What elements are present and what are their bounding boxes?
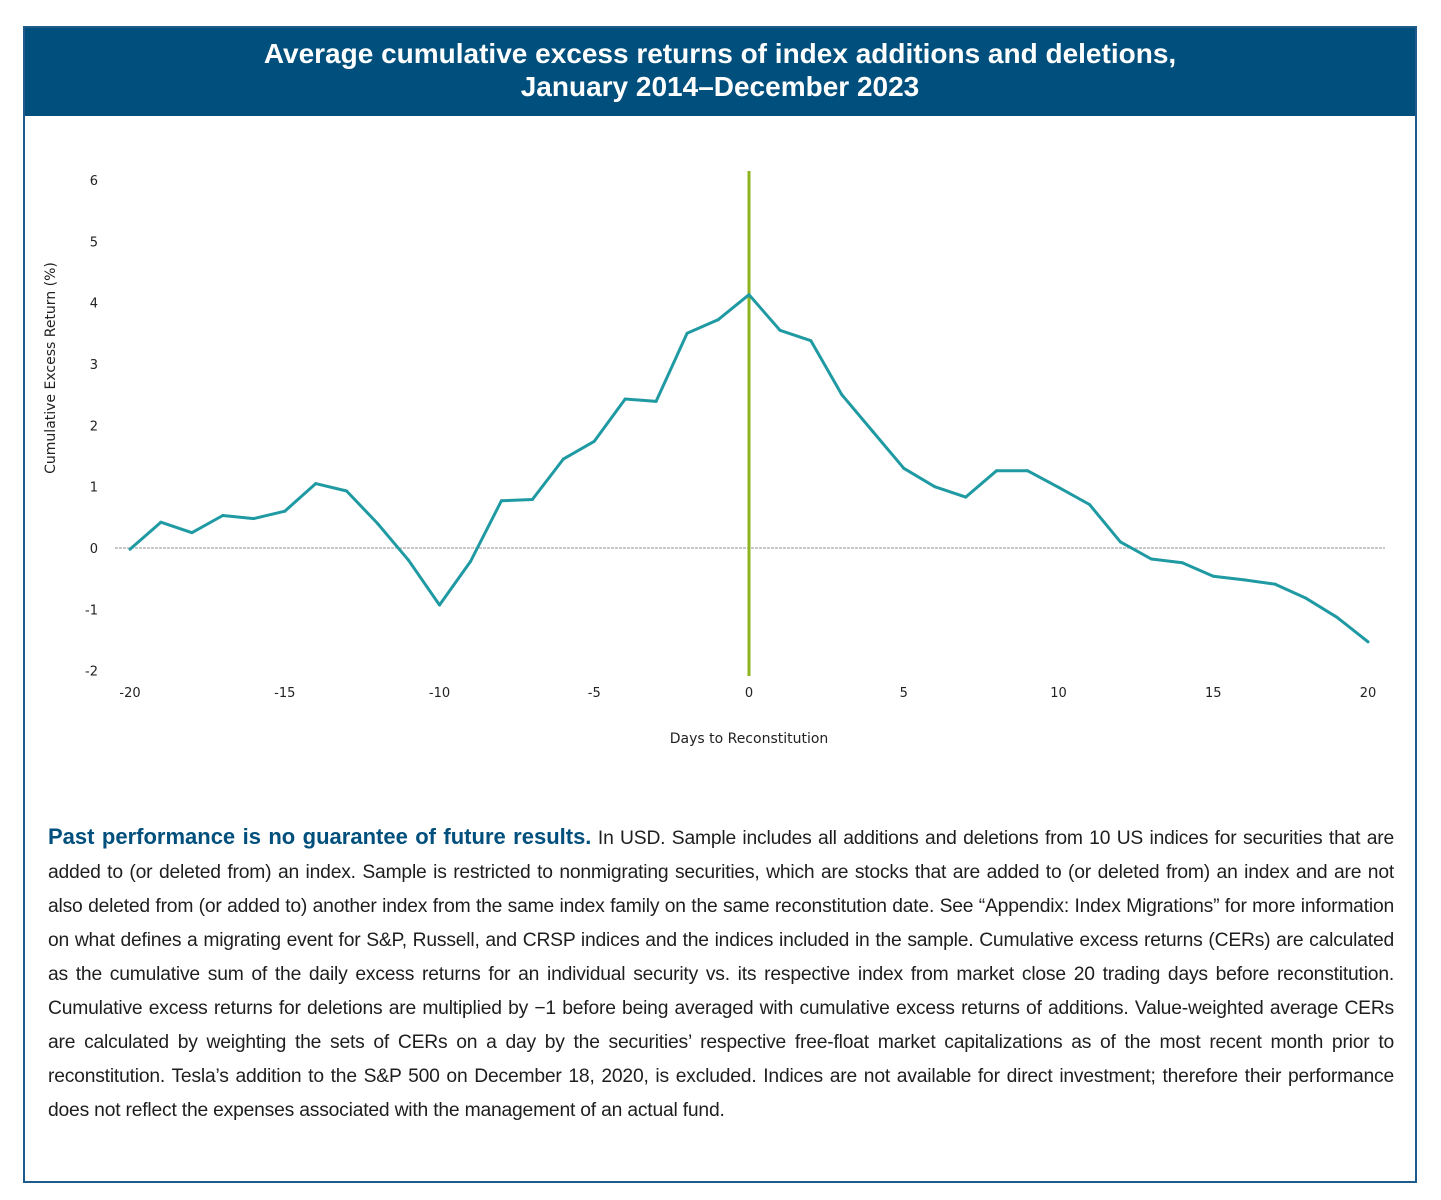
data-point bbox=[314, 482, 318, 486]
y-tick-label: 1 bbox=[90, 481, 98, 496]
data-point bbox=[716, 318, 720, 322]
x-tick-label: -10 bbox=[429, 686, 450, 701]
data-point bbox=[159, 520, 163, 524]
data-point bbox=[685, 331, 689, 335]
chart-title-line2: January 2014–December 2023 bbox=[520, 71, 920, 102]
data-point bbox=[592, 439, 596, 443]
footnote-disclaimer: Past performance is no guarantee of futu… bbox=[48, 824, 592, 849]
y-tick-label: 0 bbox=[90, 542, 98, 557]
y-tick-label: 2 bbox=[90, 419, 98, 434]
x-tick-label: 15 bbox=[1205, 686, 1222, 701]
x-tick-label: 20 bbox=[1360, 686, 1377, 701]
data-point bbox=[190, 531, 194, 535]
data-point bbox=[1242, 578, 1246, 582]
data-point bbox=[623, 397, 627, 401]
chart-frame: Average cumulative excess returns of ind… bbox=[23, 26, 1417, 1183]
data-point bbox=[1118, 540, 1122, 544]
x-tick-label: -20 bbox=[119, 686, 140, 701]
y-tick-label: 5 bbox=[90, 235, 98, 250]
x-tick-label: 0 bbox=[745, 686, 753, 701]
data-point bbox=[283, 509, 287, 513]
y-tick-label: 4 bbox=[90, 297, 98, 312]
data-point bbox=[1366, 640, 1370, 644]
data-point bbox=[809, 339, 813, 343]
data-point bbox=[964, 495, 968, 499]
y-tick-label: -1 bbox=[85, 603, 98, 618]
data-point bbox=[778, 328, 782, 332]
chart-header: Average cumulative excess returns of ind… bbox=[25, 28, 1415, 116]
x-tick-label: 10 bbox=[1050, 686, 1067, 701]
data-point bbox=[933, 485, 937, 489]
x-tick-label: 5 bbox=[900, 686, 908, 701]
data-point bbox=[1180, 561, 1184, 565]
data-point bbox=[1149, 557, 1153, 561]
series-points bbox=[128, 293, 1370, 644]
y-tick-label: 3 bbox=[90, 358, 98, 373]
y-axis-ticks: 6 5 4 3 2 1 0 -1 -2 bbox=[85, 174, 98, 680]
data-point bbox=[345, 489, 349, 493]
x-tick-label: -5 bbox=[588, 686, 601, 701]
data-point bbox=[376, 521, 380, 525]
data-point bbox=[561, 457, 565, 461]
data-point bbox=[1304, 596, 1308, 600]
data-point bbox=[407, 558, 411, 562]
x-axis-ticks: -20 -15 -10 -5 0 5 10 15 20 bbox=[119, 686, 1376, 701]
data-point bbox=[840, 393, 844, 397]
data-point bbox=[499, 499, 503, 503]
data-point bbox=[1273, 582, 1277, 586]
y-tick-label: 6 bbox=[90, 174, 98, 189]
data-point bbox=[1211, 574, 1215, 578]
data-point bbox=[747, 293, 751, 297]
data-point bbox=[1057, 485, 1060, 489]
x-axis-label: Days to Reconstitution bbox=[670, 731, 829, 747]
chart-title-line1: Average cumulative excess returns of ind… bbox=[263, 38, 1177, 69]
data-point bbox=[221, 513, 225, 517]
data-point bbox=[995, 469, 999, 473]
x-tick-label: -15 bbox=[274, 686, 295, 701]
data-point bbox=[902, 466, 906, 470]
y-tick-label: -2 bbox=[85, 665, 98, 680]
data-point bbox=[438, 603, 441, 607]
footnote: Past performance is no guarantee of futu… bbox=[48, 820, 1394, 1128]
data-point bbox=[530, 498, 534, 502]
y-axis-label: Cumulative Excess Return (%) bbox=[43, 262, 59, 474]
data-point bbox=[252, 517, 256, 521]
data-point bbox=[654, 399, 658, 403]
data-point bbox=[1335, 615, 1339, 619]
footnote-body: In USD. Sample includes all additions an… bbox=[48, 828, 1395, 1121]
data-point bbox=[1087, 502, 1091, 506]
data-point bbox=[468, 559, 472, 563]
data-point bbox=[128, 547, 132, 551]
data-point bbox=[1026, 469, 1030, 473]
data-point bbox=[871, 429, 875, 433]
